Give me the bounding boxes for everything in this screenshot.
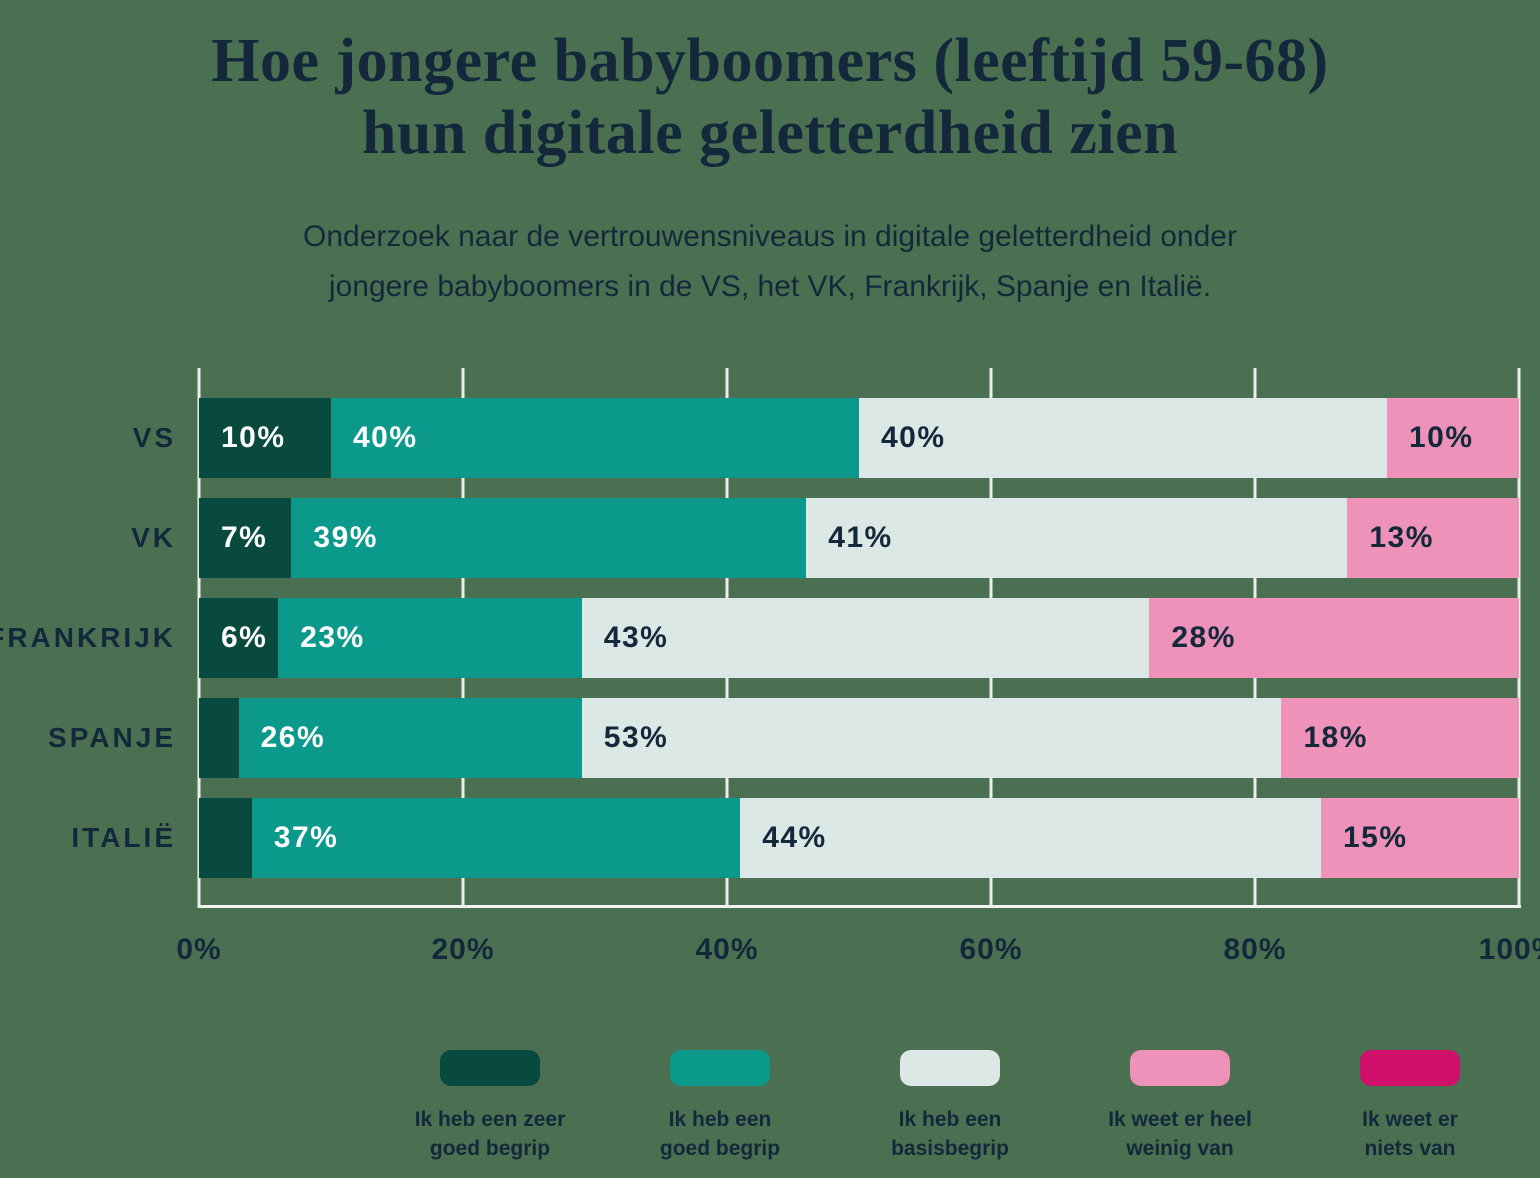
bar-segment: 6% xyxy=(199,598,279,678)
bar-segment: 43% xyxy=(581,598,1150,678)
bar-segment: 28% xyxy=(1149,598,1519,678)
x-axis-tick-label: 100% xyxy=(1478,933,1540,966)
bar-segment: 40% xyxy=(859,398,1387,478)
legend-item: Ik heb een goed begrip xyxy=(605,1050,835,1164)
bar-segment: 53% xyxy=(581,698,1282,778)
legend-item: Ik weet er heel weinig van xyxy=(1065,1050,1295,1164)
legend-swatch xyxy=(1360,1050,1460,1086)
category-label: VK xyxy=(131,522,176,553)
x-axis-tick-label: 40% xyxy=(695,933,759,966)
legend-label: Ik weet er heel weinig van xyxy=(1108,1108,1252,1160)
bar-value-label: 28% xyxy=(1171,621,1236,654)
bar-segment xyxy=(199,698,239,778)
x-axis-tick-labels: 0% 20% 40% 60% 80% 100% xyxy=(176,933,1540,973)
stacked-bar-chart: VS 10% 40% 40% 10% VK 7% 39% 41% 13% FRANKRIJK 6% 23… xyxy=(0,368,1540,966)
x-axis-tick-label: 20% xyxy=(431,933,495,966)
bar-value-label: 18% xyxy=(1303,721,1368,754)
legend-item: Ik heb een zeer goed begrip xyxy=(375,1050,605,1164)
bar-value-label: 10% xyxy=(1409,421,1474,454)
bar-value-label: 23% xyxy=(300,621,365,654)
bar-value-label: 26% xyxy=(260,721,326,754)
category-label: SPANJE xyxy=(48,722,176,753)
bar-row-frankrijk: FRANKRIJK 6% 23% 43% 28% xyxy=(0,598,1519,678)
legend-item: Ik weet er niets van xyxy=(1295,1050,1525,1164)
bar-segment: 23% xyxy=(278,598,582,678)
bar-value-label: 7% xyxy=(221,521,268,554)
bar-value-label: 37% xyxy=(273,821,339,854)
bar-row-vs: VS 10% 40% 40% 10% xyxy=(133,398,1519,478)
legend-label: Ik heb een goed begrip xyxy=(659,1108,781,1160)
bar-value-label: 13% xyxy=(1369,521,1434,554)
bar-segment: 44% xyxy=(740,798,1321,878)
bar-segment: 7% xyxy=(199,498,292,578)
category-label: ITALIË xyxy=(71,822,176,853)
x-axis-tick-label: 60% xyxy=(959,933,1023,966)
bar-row-spanje: SPANJE 26% 53% 18% xyxy=(48,698,1519,778)
category-label: VS xyxy=(132,422,176,453)
bar-value-label: 40% xyxy=(353,421,418,454)
bar-row-vk: VK 7% 39% 41% 13% xyxy=(131,498,1519,578)
legend-label: Ik weet er niets van xyxy=(1362,1108,1458,1160)
bar-segment: 18% xyxy=(1281,698,1519,778)
x-axis-tick-label: 0% xyxy=(176,933,222,966)
bar-segment: 40% xyxy=(331,398,859,478)
legend-swatch xyxy=(1130,1050,1230,1086)
legend-swatch xyxy=(900,1050,1000,1086)
bar-row-italië: ITALIË 37% 44% 15% xyxy=(71,798,1519,878)
bar-value-label: 6% xyxy=(221,621,268,654)
bar-value-label: 43% xyxy=(603,621,669,654)
legend-label: Ik heb een zeer goed begrip xyxy=(414,1108,566,1160)
legend-swatch xyxy=(670,1050,770,1086)
legend-item: Ik heb een basisbegrip xyxy=(835,1050,1065,1164)
page-title: Hoe jongere babyboomers (leeftijd 59-68)… xyxy=(211,27,1329,167)
bar-value-label: 15% xyxy=(1342,821,1408,854)
bar-segment: 10% xyxy=(1387,398,1519,478)
bar-segment: 26% xyxy=(238,698,582,778)
bar-segment xyxy=(199,798,252,878)
bar-segment: 39% xyxy=(291,498,807,578)
bar-value-label: 40% xyxy=(881,421,946,454)
bar-segment: 10% xyxy=(199,398,331,478)
legend: Ik heb een zeer goed begrip Ik heb een go… xyxy=(375,1050,1525,1164)
bar-segment: 13% xyxy=(1347,498,1519,578)
bar-value-label: 44% xyxy=(762,821,827,854)
x-axis-tick-label: 80% xyxy=(1223,933,1287,966)
bar-value-label: 39% xyxy=(313,521,378,554)
bar-segment: 37% xyxy=(251,798,741,878)
x-axis-line xyxy=(198,905,1521,908)
legend-label: Ik heb een basisbegrip xyxy=(891,1108,1009,1160)
gridline xyxy=(1517,368,1521,908)
legend-swatch xyxy=(440,1050,540,1086)
bar-value-label: 53% xyxy=(603,721,669,754)
bar-value-label: 10% xyxy=(221,421,286,454)
bar-segment: 41% xyxy=(806,498,1348,578)
category-label: FRANKRIJK xyxy=(0,622,176,653)
chart-subtitle: Onderzoek naar de vertrouwensniveaus in … xyxy=(303,220,1237,303)
bar-value-label: 41% xyxy=(828,521,893,554)
bar-segment: 15% xyxy=(1320,798,1519,878)
bar-rows: VS 10% 40% 40% 10% VK 7% 39% 41% 13% FRANKRIJK 6% 23… xyxy=(0,398,1519,898)
